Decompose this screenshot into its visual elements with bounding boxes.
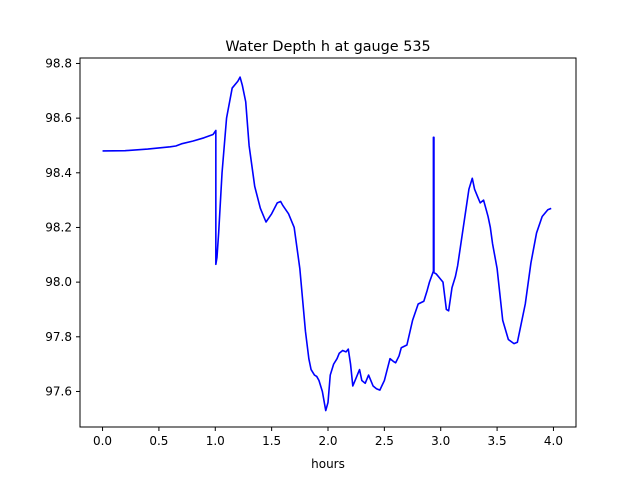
y-tick-label: 98.0 xyxy=(45,275,72,289)
x-tick-label: 2.5 xyxy=(375,434,394,448)
y-tick-label: 98.2 xyxy=(45,220,72,234)
x-tick-label: 3.5 xyxy=(488,434,507,448)
x-tick-label: 0.0 xyxy=(93,434,112,448)
x-tick-label: 1.5 xyxy=(262,434,281,448)
x-axis: 0.0 0.5 1.0 1.5 2.0 2.5 3.0 3.5 4.0 xyxy=(93,427,563,448)
x-tick-label: 0.5 xyxy=(149,434,168,448)
x-tick-label: 3.0 xyxy=(431,434,450,448)
plot-frame xyxy=(79,57,577,428)
x-tick-label: 4.0 xyxy=(544,434,563,448)
y-tick-label: 97.8 xyxy=(45,330,72,344)
y-tick-label: 98.6 xyxy=(45,111,72,125)
series-line-0 xyxy=(102,76,552,412)
x-axis-label: hours xyxy=(311,457,345,471)
y-tick-label: 97.6 xyxy=(45,384,72,398)
chart-title: Water Depth h at gauge 535 xyxy=(225,39,430,55)
x-tick-label: 1.0 xyxy=(206,434,225,448)
y-axis: 97.6 97.8 98.0 98.2 98.4 98.6 98.8 xyxy=(45,56,80,398)
x-tick-label: 2.0 xyxy=(318,434,337,448)
y-tick-label: 98.4 xyxy=(45,166,72,180)
y-tick-label: 98.8 xyxy=(45,56,72,70)
plot-area xyxy=(102,76,552,412)
